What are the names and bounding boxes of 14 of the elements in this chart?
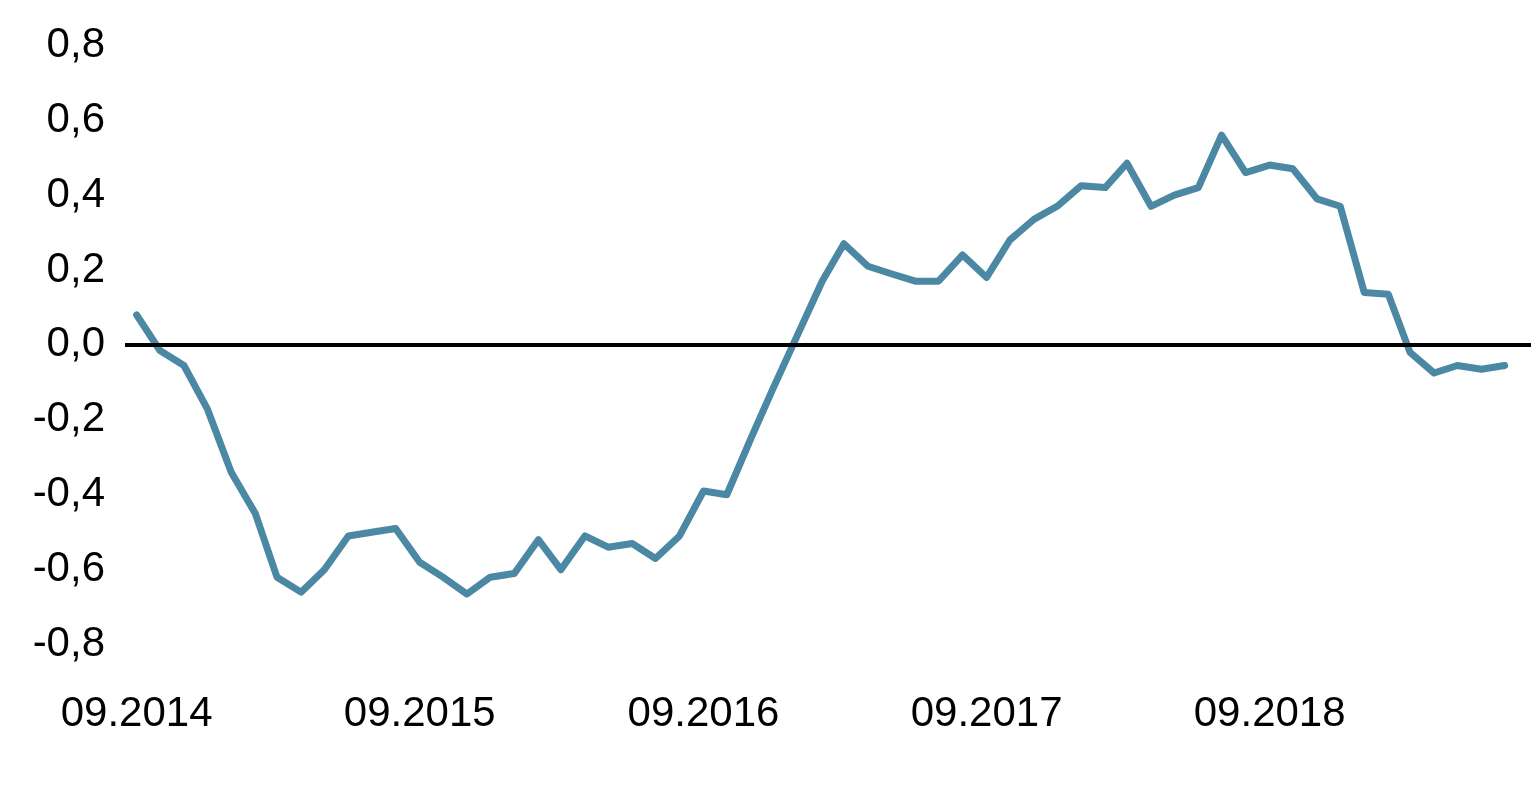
- y-tick-label: -0,4: [32, 468, 105, 516]
- x-tick-label: 09.2018: [1193, 688, 1346, 736]
- y-tick-label: -0,2: [32, 393, 105, 441]
- y-tick-label: -0,6: [32, 543, 105, 591]
- y-tick-label: 0,0: [46, 318, 105, 366]
- y-tick-label: 0,4: [46, 168, 105, 216]
- x-tick-label: 09.2014: [60, 688, 213, 736]
- y-tick-label: 0,8: [46, 18, 105, 66]
- x-tick-label: 09.2015: [343, 688, 496, 736]
- x-tick-label: 09.2016: [627, 688, 780, 736]
- y-tick-label: 0,6: [46, 93, 105, 141]
- y-tick-label: 0,2: [46, 243, 105, 291]
- x-tick-label: 09.2017: [910, 688, 1063, 736]
- y-tick-label: -0,8: [32, 618, 105, 666]
